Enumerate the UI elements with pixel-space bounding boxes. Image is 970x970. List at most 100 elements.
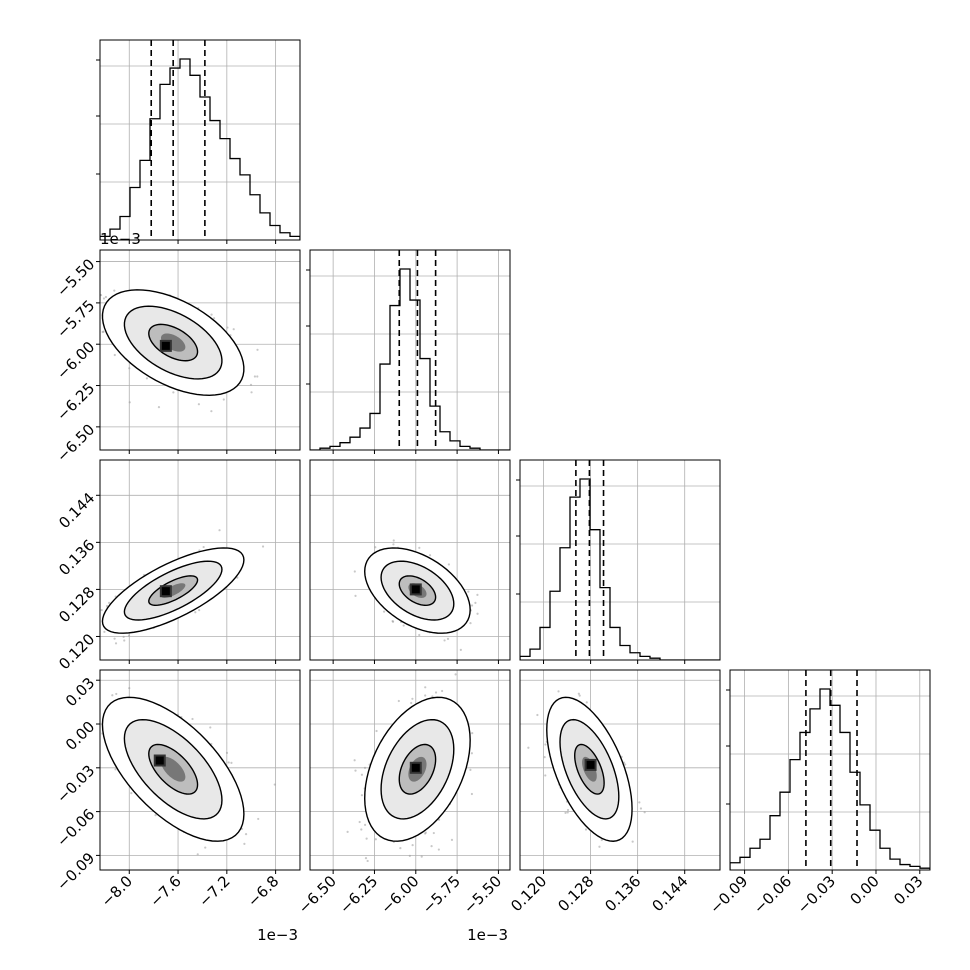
- scatter-point: [113, 353, 116, 357]
- panel-frame: [519, 669, 721, 871]
- scatter-point: [95, 702, 97, 704]
- scatter-point: [113, 637, 116, 640]
- scatter-point: [114, 768, 117, 771]
- scatter-point: [253, 375, 257, 378]
- scatter-point: [437, 848, 440, 851]
- scatter-point: [97, 760, 99, 762]
- scatter-point: [154, 814, 157, 817]
- y-tick-label: −0.06: [53, 805, 98, 850]
- grid: [310, 250, 510, 450]
- hist-panel-3: −0.09−0.06−0.03 0.00 0.03: [706, 669, 931, 917]
- panel-frame: [99, 459, 301, 661]
- hist-panel-1: [306, 249, 511, 454]
- scatter-point: [527, 746, 530, 749]
- scatter-point: [227, 761, 230, 764]
- scatter-point: [209, 726, 212, 729]
- scatter-point: [212, 317, 216, 320]
- scatter-point: [471, 732, 474, 735]
- x-tick-label: −5.50: [460, 872, 505, 917]
- scatter-point: [566, 811, 569, 814]
- scatter-point: [374, 838, 377, 841]
- y-tick-label: −6.50: [53, 420, 98, 465]
- x-tick-label: −0.06: [750, 872, 795, 917]
- scatter-point: [424, 831, 427, 834]
- scatter-panel-3-0: −0.09−0.06−0.03 0.00 0.03 −8.0 −7.6 −7.2 −6.8 1…: [53, 669, 301, 944]
- panel-frame: [309, 459, 511, 661]
- scatter-point: [194, 611, 197, 614]
- scatter-point: [198, 609, 201, 612]
- scatter-point: [638, 801, 641, 804]
- scatter-point: [256, 375, 259, 378]
- scatter-point: [543, 756, 546, 759]
- panel-frame: [99, 39, 301, 241]
- scatter-point: [598, 845, 601, 848]
- scatter-point: [585, 701, 588, 704]
- scatter-point: [536, 713, 539, 717]
- scatter-point: [261, 545, 265, 548]
- panel-frame: [309, 669, 511, 871]
- scatter-point: [244, 833, 248, 836]
- scatter-point: [84, 625, 86, 627]
- x-offset-label: 1e−3: [467, 926, 508, 944]
- scatter-point: [363, 766, 367, 769]
- scatter-point: [450, 838, 454, 841]
- density-contour: [160, 756, 186, 782]
- scatter-point: [230, 761, 233, 765]
- scatter-point: [100, 608, 103, 612]
- x-tick-label: −0.03: [794, 872, 839, 917]
- x-tick-label: −8.0: [98, 872, 136, 910]
- scatter-point: [441, 689, 444, 693]
- scatter-panel-2-1: [309, 459, 511, 664]
- x-tick-label: 0.128: [554, 872, 597, 915]
- panel-frame: [309, 249, 511, 451]
- scatter-point: [578, 694, 581, 697]
- y-tick-label: −6.00: [53, 338, 98, 383]
- scatter-point: [204, 846, 207, 849]
- x-tick-label: −6.8: [244, 872, 282, 910]
- scatter-point: [113, 289, 116, 292]
- scatter-point: [107, 601, 111, 605]
- scatter-panel-3-1: −6.50−6.25−6.00−5.75−5.50 1e−3: [295, 669, 511, 944]
- scatter-point: [418, 633, 421, 637]
- scatter-point: [392, 539, 395, 542]
- scatter-point: [363, 823, 367, 827]
- scatter-point: [128, 686, 131, 690]
- x-tick-label: −6.50: [295, 872, 340, 917]
- scatter-point: [557, 690, 560, 693]
- scatter-point: [360, 794, 364, 797]
- scatter-point: [470, 604, 474, 607]
- scatter-point: [584, 828, 588, 831]
- scatter-point: [360, 828, 363, 831]
- y-tick-label: 0.00: [62, 718, 98, 754]
- y-tick-label: 0.136: [55, 536, 98, 579]
- scatter-panel-3-2: 0.120 0.128 0.136 0.144: [507, 669, 721, 915]
- scatter-point: [564, 811, 567, 815]
- scatter-point: [391, 619, 394, 623]
- scatter-point: [122, 635, 125, 638]
- x-tick-label: −7.2: [195, 872, 233, 910]
- scatter-point: [145, 377, 149, 380]
- scatter-point: [365, 837, 368, 840]
- scatter-point: [454, 673, 457, 676]
- x-tick-label: 0.136: [601, 872, 644, 915]
- scatter-point: [256, 348, 259, 351]
- y-tick-label: 0.120: [55, 630, 98, 673]
- scatter-point: [130, 792, 133, 795]
- scatter-point: [469, 622, 472, 625]
- y-tick-label: 0.03: [62, 674, 98, 710]
- scatter-point: [97, 624, 99, 626]
- scatter-point: [250, 391, 253, 394]
- scatter-point: [360, 773, 364, 776]
- histogram-step-line: [520, 478, 720, 660]
- y-offset-label: 1e−3: [100, 230, 141, 248]
- x-tick-label: −6.25: [336, 872, 381, 917]
- scatter-point: [600, 838, 603, 842]
- scatter-point: [222, 398, 225, 401]
- scatter-point: [639, 807, 643, 810]
- scatter-point: [249, 383, 253, 386]
- scatter-point: [354, 769, 357, 772]
- y-tick-label: 0.144: [55, 489, 98, 532]
- scatter-point: [196, 853, 199, 856]
- scatter-point: [353, 570, 356, 573]
- scatter-point: [191, 717, 194, 721]
